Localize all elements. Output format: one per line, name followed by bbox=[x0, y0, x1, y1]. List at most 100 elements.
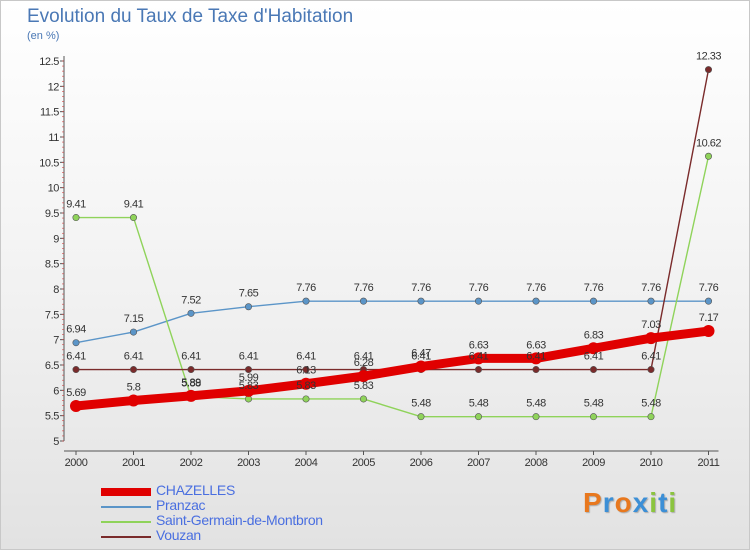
data-label-saint-germain-de-montbron: 10.62 bbox=[696, 137, 721, 149]
data-label-chazelles: 6.28 bbox=[354, 357, 374, 369]
logo-letter: o bbox=[614, 487, 633, 518]
series-line-pranzac bbox=[75, 300, 710, 344]
x-tick-label: 2009 bbox=[582, 457, 605, 469]
data-point-saint-germain-de-montbron bbox=[72, 214, 80, 222]
data-point-saint-germain-de-montbron bbox=[474, 413, 482, 421]
data-point-pranzac bbox=[245, 303, 253, 311]
data-label-vouzan: 6.41 bbox=[584, 351, 604, 363]
x-tick-label: 2008 bbox=[525, 457, 548, 469]
y-tick-label: 6 bbox=[53, 385, 59, 397]
data-point-saint-germain-de-montbron bbox=[130, 214, 138, 222]
data-point-vouzan bbox=[130, 366, 138, 374]
logo-letter: r bbox=[602, 487, 615, 518]
data-label-vouzan: 6.41 bbox=[296, 351, 316, 363]
x-tick-label: 2007 bbox=[467, 457, 490, 469]
data-label-saint-germain-de-montbron: 5.48 bbox=[641, 398, 661, 410]
data-point-saint-germain-de-montbron bbox=[704, 152, 712, 160]
data-label-vouzan: 6.41 bbox=[526, 351, 546, 363]
data-point-vouzan bbox=[589, 366, 597, 374]
x-tick-label: 2000 bbox=[65, 457, 88, 469]
legend-label-vouzan: Vouzan bbox=[156, 527, 201, 543]
data-label-pranzac: 7.76 bbox=[641, 282, 661, 294]
y-tick-label: 12 bbox=[48, 81, 60, 93]
y-tick-label: 12.5 bbox=[39, 56, 59, 68]
data-point-saint-germain-de-montbron bbox=[532, 413, 540, 421]
data-label-pranzac: 7.76 bbox=[296, 282, 316, 294]
y-tick-label: 9 bbox=[53, 233, 59, 245]
y-tick-label: 11.5 bbox=[40, 107, 59, 119]
y-tick-label: 9.5 bbox=[45, 208, 59, 220]
legend-swatch-pranzac bbox=[101, 506, 151, 508]
data-point-pranzac bbox=[647, 297, 655, 305]
data-label-chazelles: 5.99 bbox=[239, 372, 259, 384]
y-tick-label: 11 bbox=[48, 132, 59, 144]
data-label-vouzan: 6.41 bbox=[354, 351, 374, 363]
data-label-pranzac: 7.76 bbox=[526, 282, 546, 294]
legend-item-vouzan: Vouzan bbox=[101, 527, 401, 544]
data-point-pranzac bbox=[589, 297, 597, 305]
data-point-pranzac bbox=[187, 309, 195, 317]
data-label-saint-germain-de-montbron: 5.83 bbox=[239, 380, 259, 392]
y-tick-label: 8.5 bbox=[45, 259, 59, 271]
data-label-saint-germain-de-montbron: 9.41 bbox=[124, 199, 144, 211]
data-label-pranzac: 6.94 bbox=[66, 324, 86, 336]
data-point-pranzac bbox=[130, 328, 138, 336]
chart-title: Evolution du Taux de Taxe d'Habitation bbox=[27, 6, 354, 27]
data-point-chazelles bbox=[185, 389, 197, 402]
data-point-pranzac bbox=[302, 297, 310, 305]
legend-label-chazelles: CHAZELLES bbox=[156, 482, 235, 498]
data-point-chazelles bbox=[415, 360, 427, 373]
data-point-pranzac bbox=[704, 297, 712, 305]
data-label-saint-germain-de-montbron: 5.88 bbox=[181, 377, 201, 389]
data-label-vouzan: 6.41 bbox=[181, 351, 201, 363]
data-point-vouzan bbox=[302, 366, 310, 374]
series-layer bbox=[70, 66, 715, 421]
data-label-pranzac: 7.76 bbox=[354, 282, 374, 294]
data-point-chazelles bbox=[702, 325, 715, 338]
data-point-saint-germain-de-montbron bbox=[359, 395, 367, 403]
data-label-vouzan: 6.41 bbox=[239, 351, 259, 363]
y-tick-label: 8 bbox=[53, 284, 59, 296]
logo-letter: i bbox=[649, 487, 659, 518]
legend-swatch-chazelles bbox=[101, 488, 151, 496]
x-tick-label: 2005 bbox=[352, 457, 375, 469]
legend-swatch-saint-germain bbox=[101, 521, 151, 523]
data-label-vouzan: 6.41 bbox=[66, 351, 86, 363]
logo-letter: x bbox=[632, 487, 650, 518]
data-label-chazelles: 6.63 bbox=[469, 339, 489, 351]
data-point-vouzan bbox=[647, 366, 655, 374]
data-label-chazelles: 6.83 bbox=[584, 329, 604, 341]
data-point-pranzac bbox=[359, 297, 367, 305]
x-tick-label: 2003 bbox=[237, 457, 260, 469]
y-tick-label: 7.5 bbox=[45, 309, 59, 321]
x-tick-label: 2011 bbox=[697, 457, 719, 469]
data-point-vouzan bbox=[474, 366, 482, 374]
data-labels-layer: 5.69 5.8 5.89 5.99 6.13 6.28 6.47 6.63 6.63 6.83 7… bbox=[66, 51, 722, 410]
data-label-saint-germain-de-montbron: 5.83 bbox=[354, 380, 374, 392]
x-tick-label: 2006 bbox=[410, 457, 433, 469]
logo-letter: P bbox=[583, 487, 603, 518]
data-label-pranzac: 7.76 bbox=[584, 282, 604, 294]
data-label-pranzac: 7.76 bbox=[469, 282, 489, 294]
data-point-vouzan bbox=[245, 366, 253, 374]
data-label-chazelles: 7.17 bbox=[699, 312, 719, 324]
data-point-pranzac bbox=[474, 297, 482, 305]
series-line-chazelles bbox=[71, 326, 713, 411]
y-tick-label: 10.5 bbox=[39, 157, 59, 169]
data-point-saint-germain-de-montbron bbox=[417, 413, 425, 421]
data-label-vouzan: 6.41 bbox=[124, 351, 144, 363]
data-label-vouzan: 12.33 bbox=[696, 51, 721, 63]
data-label-chazelles: 6.13 bbox=[296, 365, 316, 377]
data-point-pranzac bbox=[532, 297, 540, 305]
x-tick-label: 2010 bbox=[640, 457, 663, 469]
series-line-saint-germain-de-montbron bbox=[75, 155, 710, 418]
data-label-chazelles: 6.63 bbox=[526, 339, 546, 351]
data-point-chazelles bbox=[300, 377, 312, 390]
legend-item-chazelles: CHAZELLES bbox=[101, 482, 401, 499]
chart-axes: 5 5.5 6 6.5 7 7.5 8 8.5 9 9.5 10 10.5 11 11.5 12 12.5 20… bbox=[39, 56, 720, 469]
data-label-pranzac: 7.15 bbox=[124, 313, 144, 325]
data-point-pranzac bbox=[417, 297, 425, 305]
y-tick-label: 7 bbox=[53, 335, 59, 347]
data-point-vouzan bbox=[704, 66, 712, 74]
